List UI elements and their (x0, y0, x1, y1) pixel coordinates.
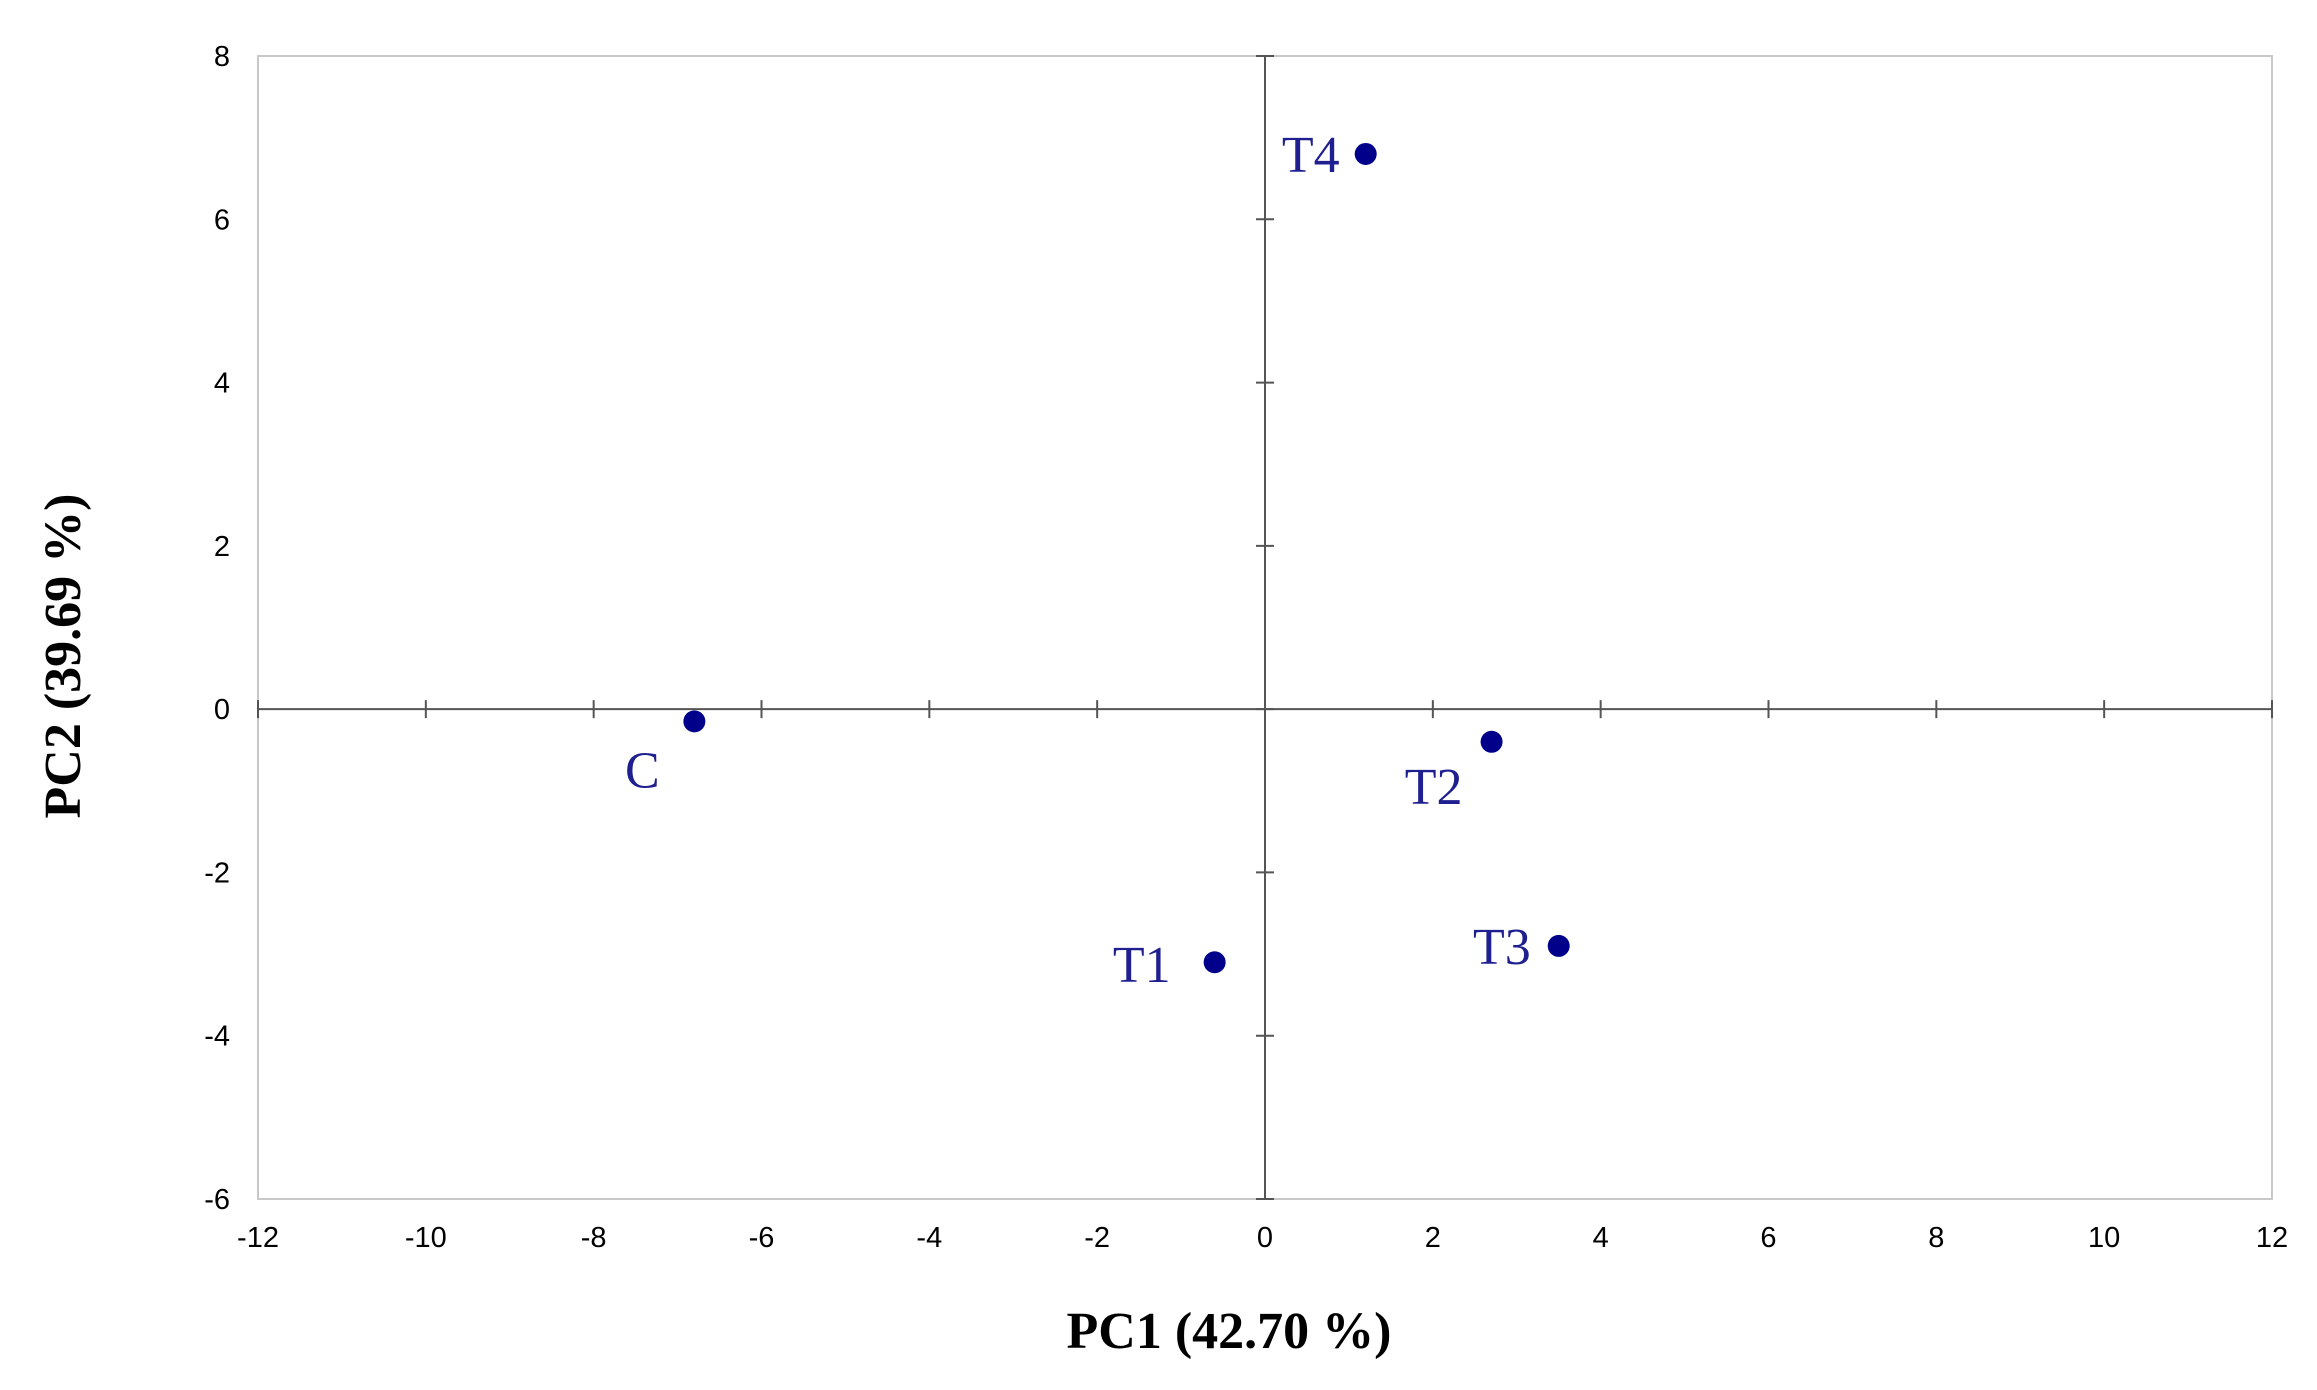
y-axis-title: PC2 (39.69 %) (35, 494, 92, 819)
axes-layer (258, 56, 2272, 1199)
x-tick-label: -12 (237, 1222, 279, 1254)
x-axis-title: PC1 (42.70 %) (1067, 1303, 1392, 1360)
point-label-t2: T2 (1405, 759, 1463, 816)
data-point-t2 (1480, 730, 1503, 753)
y-tick-label: 6 (214, 204, 230, 236)
point-label-t4: T4 (1282, 127, 1340, 184)
ticks-layer: -12 -10 -8 -6 -4 -2 0 2 4 6 8 10 12 -6 -4 -2 0 2 4 6 8 (204, 41, 2288, 1254)
x-tick-label: 4 (1593, 1222, 1609, 1254)
x-tick-label: -2 (1084, 1222, 1110, 1254)
data-point-t1 (1203, 951, 1226, 974)
y-tick-label: 4 (214, 368, 230, 400)
y-tick-label: -4 (204, 1021, 230, 1053)
y-tick-label: 0 (214, 694, 230, 726)
point-label-t3: T3 (1473, 919, 1531, 976)
x-tick-label: 12 (2256, 1222, 2288, 1254)
x-tick-label: 10 (2088, 1222, 2120, 1254)
x-tick-label: -8 (581, 1222, 607, 1254)
x-tick-label: 8 (1928, 1222, 1944, 1254)
y-tick-label: -6 (204, 1184, 230, 1216)
y-tick-label: 8 (214, 41, 230, 73)
y-tick-label: 2 (214, 531, 230, 563)
x-tick-label: -4 (916, 1222, 942, 1254)
point-label-t1: T1 (1113, 937, 1171, 994)
x-tick-label: -6 (749, 1222, 775, 1254)
x-tick-label: -10 (405, 1222, 447, 1254)
data-point-c (683, 710, 706, 733)
points-layer: C T1 T2 T3 T4 (625, 127, 1570, 994)
y-tick-label: -2 (204, 857, 230, 889)
data-point-t4 (1354, 142, 1377, 165)
x-tick-label: 2 (1425, 1222, 1441, 1254)
point-label-c: C (625, 742, 660, 799)
x-tick-label: 0 (1257, 1222, 1273, 1254)
x-tick-label: 6 (1760, 1222, 1776, 1254)
data-point-t3 (1547, 934, 1570, 957)
